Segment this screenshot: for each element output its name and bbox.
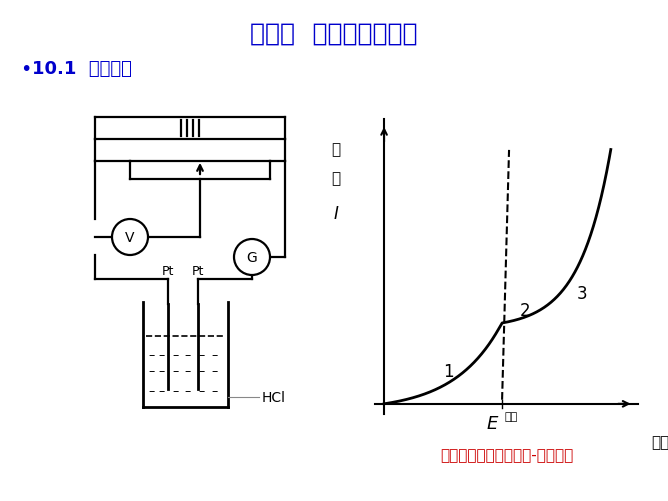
Text: –: –	[159, 364, 165, 377]
Text: I: I	[333, 205, 338, 223]
Text: –: –	[149, 364, 155, 377]
Text: –: –	[212, 385, 218, 398]
Text: –: –	[149, 385, 155, 398]
Text: –: –	[199, 385, 205, 398]
Text: –: –	[185, 364, 191, 377]
Text: –: –	[185, 385, 191, 398]
Text: –: –	[173, 385, 179, 398]
Text: –: –	[185, 348, 191, 361]
Text: –: –	[159, 385, 165, 398]
Text: V: V	[126, 230, 135, 244]
Text: 电: 电	[331, 142, 340, 157]
Text: –: –	[212, 364, 218, 377]
Text: 3: 3	[576, 285, 587, 303]
Text: –: –	[159, 348, 165, 361]
Text: 第十章  电解与极化作用: 第十章 电解与极化作用	[250, 22, 418, 46]
Text: 测定分解电压时的电流-电压曲线: 测定分解电压时的电流-电压曲线	[440, 447, 573, 462]
Text: –: –	[149, 348, 155, 361]
Text: 10.1  分解电压: 10.1 分解电压	[32, 60, 132, 78]
Text: –: –	[212, 348, 218, 361]
Text: 1: 1	[443, 362, 454, 380]
Circle shape	[234, 239, 270, 276]
Circle shape	[112, 219, 148, 256]
Text: Pt: Pt	[162, 265, 174, 278]
Text: –: –	[173, 348, 179, 361]
Text: $\mathit{E}$: $\mathit{E}$	[486, 414, 500, 432]
Text: 电压: 电压	[651, 435, 668, 450]
Text: –: –	[199, 364, 205, 377]
Text: 分解: 分解	[504, 412, 518, 422]
Text: –: –	[173, 364, 179, 377]
Text: 2: 2	[520, 302, 531, 320]
Text: G: G	[246, 250, 257, 265]
Text: •: •	[20, 60, 31, 79]
Text: Pt: Pt	[192, 265, 204, 278]
Text: HCl: HCl	[262, 390, 286, 404]
Text: –: –	[199, 348, 205, 361]
Text: 流: 流	[331, 171, 340, 186]
